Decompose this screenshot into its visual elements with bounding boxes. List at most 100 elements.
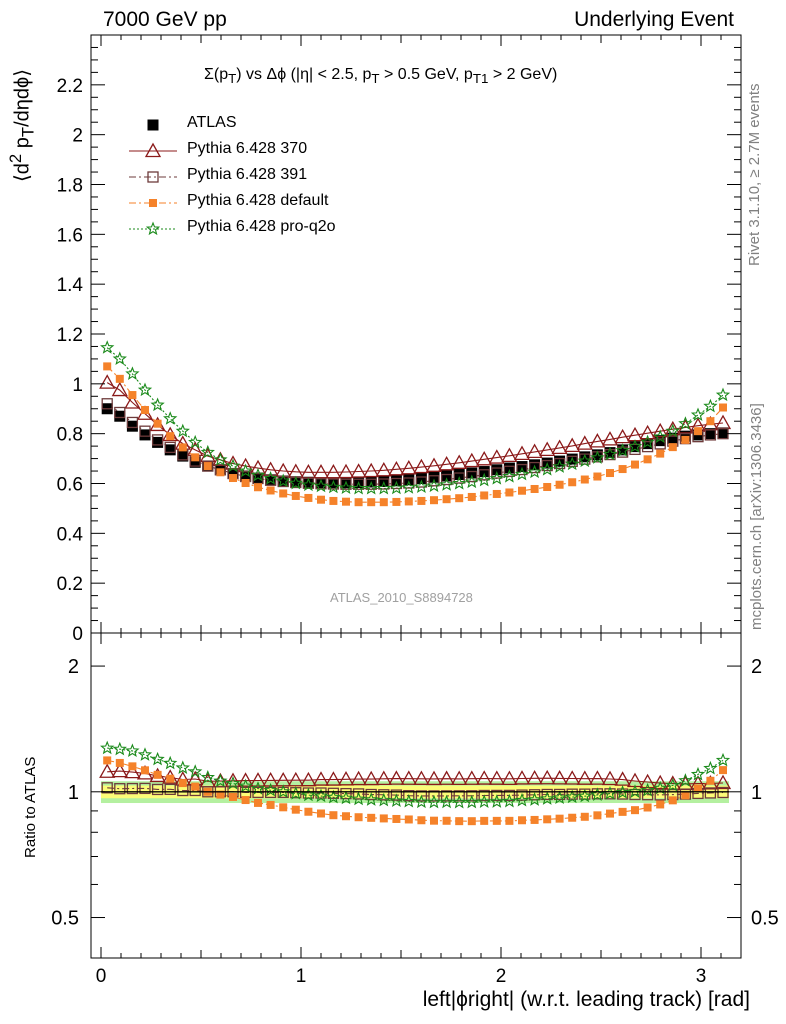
point-atlas xyxy=(466,467,478,479)
y-tick-label: 1.8 xyxy=(57,176,83,197)
ratio-point-p370 xyxy=(363,770,380,786)
point-p370 xyxy=(463,452,480,468)
point-pdefault xyxy=(631,460,639,469)
ratio-point-p370 xyxy=(312,771,330,786)
ratio-point-pdefault xyxy=(668,796,677,805)
point-p391 xyxy=(516,463,528,476)
ratio-point-pq2o xyxy=(464,794,479,809)
point-pq2o xyxy=(527,464,542,479)
ratio-point-pdefault xyxy=(543,815,552,824)
point-pq2o xyxy=(715,387,731,402)
point-p370 xyxy=(639,424,656,440)
point-p391 xyxy=(415,476,428,488)
x-tick-label: 2 xyxy=(496,966,507,987)
point-pdefault xyxy=(317,495,325,504)
point-pdefault xyxy=(291,491,300,500)
legend-markers xyxy=(129,119,177,236)
ratio-point-p370 xyxy=(375,770,392,785)
point-p370 xyxy=(337,463,355,479)
point-p391 xyxy=(428,475,440,487)
point-pq2o xyxy=(552,459,567,473)
point-atlas xyxy=(114,410,126,422)
point-p391 xyxy=(503,465,516,477)
ratio-point-pq2o xyxy=(439,794,454,809)
ratio-point-pq2o xyxy=(313,788,329,803)
ratio-point-pdefault xyxy=(379,814,388,823)
point-p391 xyxy=(403,477,415,489)
ratio-point-p370 xyxy=(652,774,669,790)
point-atlas xyxy=(315,477,327,489)
point-p391 xyxy=(390,477,403,490)
y-tick-label: 0 xyxy=(72,624,83,645)
point-p370 xyxy=(589,433,606,448)
point-p391 xyxy=(340,478,352,490)
ratio-point-pdefault xyxy=(166,774,175,783)
ratio-point-pq2o xyxy=(238,778,253,793)
point-pdefault xyxy=(379,498,388,507)
point-atlas xyxy=(516,461,528,473)
ratio-point-p370 xyxy=(576,770,593,785)
ratio-point-pdefault xyxy=(518,816,526,825)
ratio-point-pdefault xyxy=(191,782,200,791)
point-pdefault xyxy=(618,465,627,474)
legend-marker-pq2o xyxy=(145,221,161,236)
ratio-point-pdefault xyxy=(618,807,627,816)
ratio-y-tick-label-right: 1 xyxy=(751,782,762,804)
ratio-point-pq2o xyxy=(112,741,127,756)
ratio-point-pq2o xyxy=(414,794,429,809)
point-pq2o xyxy=(188,434,203,449)
ratio-point-p391 xyxy=(541,788,553,801)
ratio-point-p391 xyxy=(378,789,390,801)
point-pq2o xyxy=(250,467,266,482)
ratio-point-p370 xyxy=(589,770,606,785)
point-pdefault xyxy=(266,486,275,495)
point-pdefault xyxy=(568,478,577,487)
point-pdefault xyxy=(555,480,564,489)
point-pq2o xyxy=(213,452,228,466)
ratio-point-p370 xyxy=(463,770,480,785)
ratio-point-pdefault xyxy=(606,809,614,818)
ratio-point-pq2o xyxy=(577,788,592,803)
point-atlas xyxy=(629,441,641,453)
point-pdefault xyxy=(505,488,514,497)
ratio-point-p391 xyxy=(641,789,654,801)
point-atlas xyxy=(240,470,252,482)
ratio-y-tick-label: 2 xyxy=(68,656,79,678)
point-pdefault xyxy=(128,391,137,400)
ratio-point-p391 xyxy=(516,789,528,801)
ratio-point-p391 xyxy=(717,786,729,799)
point-pq2o xyxy=(376,480,391,495)
ratio-point-pdefault xyxy=(442,816,451,825)
ratio-point-pq2o xyxy=(175,760,190,774)
point-pq2o xyxy=(665,423,680,438)
point-pdefault xyxy=(606,469,614,478)
y-tick-label: 1.6 xyxy=(57,225,83,246)
point-p391 xyxy=(478,469,490,481)
point-atlas xyxy=(139,429,151,441)
ratio-point-p391 xyxy=(491,789,503,802)
point-p391 xyxy=(264,474,277,486)
point-pq2o xyxy=(690,407,706,422)
point-p391 xyxy=(528,461,541,474)
point-pq2o xyxy=(175,423,190,438)
point-p391 xyxy=(440,473,453,486)
ratio-point-pq2o xyxy=(188,764,203,778)
ratio-point-p391 xyxy=(327,787,340,799)
point-pq2o xyxy=(351,480,366,495)
point-p370 xyxy=(501,447,518,462)
point-pdefault xyxy=(342,497,350,506)
y-tick-label: 2 xyxy=(72,126,83,147)
point-atlas xyxy=(428,471,440,483)
ratio-y-tick-label-right: 2 xyxy=(751,656,762,678)
ratio-point-p370 xyxy=(111,762,128,778)
ratio-point-p370 xyxy=(451,770,468,786)
point-p370 xyxy=(539,441,556,457)
ratio-point-pq2o xyxy=(301,787,316,802)
point-atlas xyxy=(441,470,453,482)
ratio-point-pdefault xyxy=(342,812,350,821)
ratio-point-p391 xyxy=(101,782,113,794)
y-tick-label: 1 xyxy=(72,375,83,396)
point-pq2o xyxy=(514,466,530,481)
ratio-point-pdefault xyxy=(593,811,602,820)
ratio-point-pq2o xyxy=(225,775,241,790)
